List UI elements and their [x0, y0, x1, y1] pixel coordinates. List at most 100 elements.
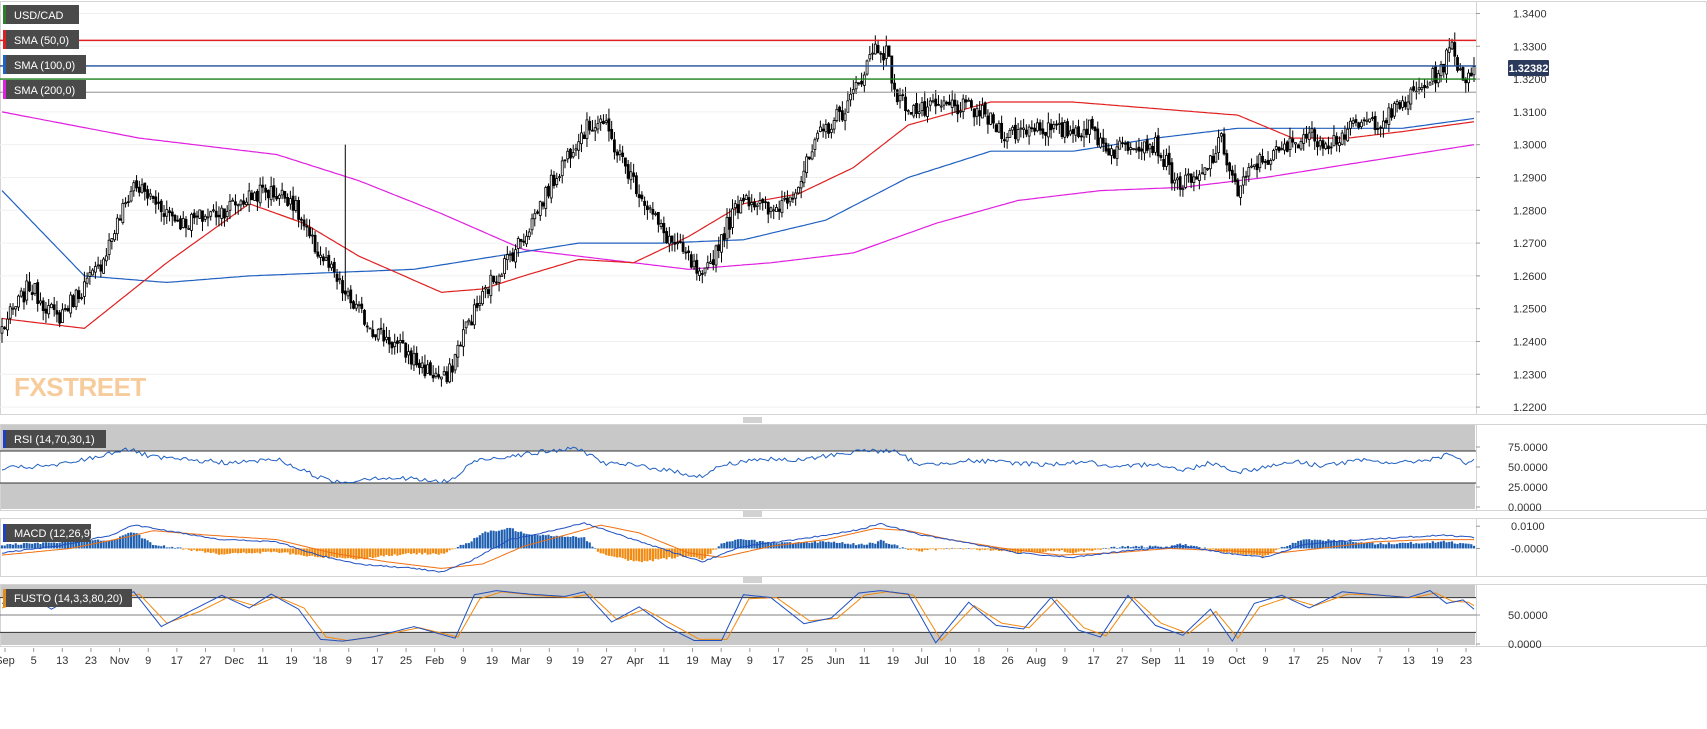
- time-tick-label: Mar: [511, 655, 530, 667]
- macd-histogram-bar: [401, 548, 405, 555]
- candle: [1002, 131, 1006, 148]
- candle: [396, 336, 399, 354]
- macd-histogram-bar: [1146, 547, 1149, 549]
- macd-histogram-bar: [289, 548, 292, 555]
- macd-histogram-bar: [745, 539, 748, 549]
- legend-instrument[interactable]: USD/CAD: [3, 5, 79, 24]
- time-tick-label: Sep: [0, 655, 15, 667]
- macd-histogram-bar: [692, 548, 696, 557]
- macd-histogram-bar: [1088, 548, 1091, 551]
- time-tick-label: 18: [973, 655, 985, 667]
- macd-histogram-bar: [1330, 540, 1333, 549]
- candle: [245, 197, 248, 207]
- time-tick-label: 17: [171, 655, 183, 667]
- candle: [1425, 80, 1429, 89]
- candle: [390, 341, 394, 355]
- candle: [895, 88, 899, 106]
- macd-histogram-bar: [1409, 541, 1412, 549]
- candle: [299, 216, 303, 230]
- macd-histogram-bar: [1063, 548, 1066, 552]
- macd-histogram-bar: [1011, 548, 1014, 553]
- candle: [420, 356, 424, 374]
- macd-histogram-bar: [824, 542, 827, 549]
- candle: [426, 359, 430, 374]
- candle: [470, 314, 474, 326]
- macd-histogram-bar: [893, 544, 896, 549]
- candle: [1057, 113, 1061, 134]
- macd-histogram-bar: [437, 548, 440, 555]
- macd-histogram-bar: [160, 546, 163, 549]
- time-tick-label: 9: [145, 655, 151, 667]
- pane-resize-handles[interactable]: [743, 417, 762, 583]
- macd-histogram-bar: [341, 548, 344, 559]
- macd-histogram-bar: [838, 542, 841, 549]
- candle: [948, 94, 951, 106]
- legend-sma-100[interactable]: SMA (100,0): [3, 55, 86, 74]
- candle: [898, 87, 902, 109]
- candle: [1148, 143, 1152, 158]
- macd-histogram-bar: [297, 548, 300, 555]
- candle: [66, 305, 70, 313]
- macd-histogram-bar: [278, 548, 281, 554]
- macd-histogram-bar: [541, 534, 545, 549]
- macd-histogram-bar: [519, 531, 523, 549]
- candle: [632, 163, 636, 183]
- candle: [77, 286, 81, 303]
- candle: [335, 268, 339, 290]
- macd-histogram-bar: [945, 548, 948, 549]
- candle: [1258, 152, 1262, 173]
- candle: [305, 218, 309, 237]
- candle: [360, 296, 364, 314]
- macd-histogram-bar: [846, 543, 849, 549]
- macd-histogram-bar: [684, 548, 687, 557]
- macd-histogram-bar: [1288, 545, 1292, 549]
- candle: [648, 204, 652, 214]
- legend-rsi[interactable]: RSI (14,70,30,1): [3, 430, 106, 448]
- macd-histogram-bar: [989, 548, 992, 551]
- time-tick-label: 9: [460, 655, 466, 667]
- macd-histogram-bar: [964, 548, 968, 550]
- candle: [1132, 148, 1135, 151]
- candle: [1110, 144, 1113, 165]
- candle: [717, 236, 721, 259]
- candle: [225, 205, 229, 222]
- candle: [607, 108, 611, 142]
- macd-histogram-bar: [1368, 543, 1371, 549]
- macd-histogram-bar: [970, 548, 973, 550]
- price-tick-label: 1.3300: [1513, 41, 1547, 53]
- time-tick-label: May: [711, 655, 732, 667]
- macd-histogram-bar: [742, 539, 745, 549]
- macd-histogram-bar: [975, 548, 979, 550]
- candle: [223, 208, 226, 227]
- macd-histogram-bar: [1085, 548, 1088, 551]
- macd-histogram-bar: [698, 548, 701, 560]
- candle: [1241, 167, 1245, 194]
- legend-macd[interactable]: MACD (12,26,9): [3, 524, 93, 542]
- macd-histogram-bar: [1456, 543, 1459, 549]
- candle: [1151, 142, 1155, 156]
- macd-histogram-bar: [706, 548, 709, 555]
- time-tick-label: 17: [1087, 655, 1099, 667]
- legend-sma-50[interactable]: SMA (50,0): [3, 30, 79, 49]
- legend-sma-200[interactable]: SMA (200,0): [3, 80, 86, 99]
- candle: [1403, 96, 1407, 110]
- fusto-d-line: [1, 591, 1475, 642]
- macd-histogram-bar: [1277, 548, 1281, 550]
- macd-histogram-bar: [657, 548, 660, 560]
- candle: [431, 365, 435, 383]
- macd-histogram-bar: [627, 548, 630, 561]
- macd-histogram-bar: [1217, 548, 1220, 550]
- candle: [236, 203, 240, 215]
- candle: [569, 147, 572, 168]
- candle: [1398, 99, 1402, 111]
- macd-histogram-bar: [1121, 546, 1124, 549]
- macd-histogram-bar: [901, 547, 904, 549]
- macd-histogram-bar: [313, 548, 317, 557]
- rsi-panel: 75.0000 50.0000 25.0000 0.0000: [0, 425, 1548, 514]
- macd-histogram-bar: [1143, 547, 1146, 549]
- candle: [901, 89, 905, 101]
- macd-histogram-bar: [1148, 545, 1152, 549]
- candle: [571, 144, 575, 159]
- legend-fusto[interactable]: FUSTO (14,3,3,80,20): [3, 589, 132, 607]
- macd-histogram-bar: [599, 548, 602, 554]
